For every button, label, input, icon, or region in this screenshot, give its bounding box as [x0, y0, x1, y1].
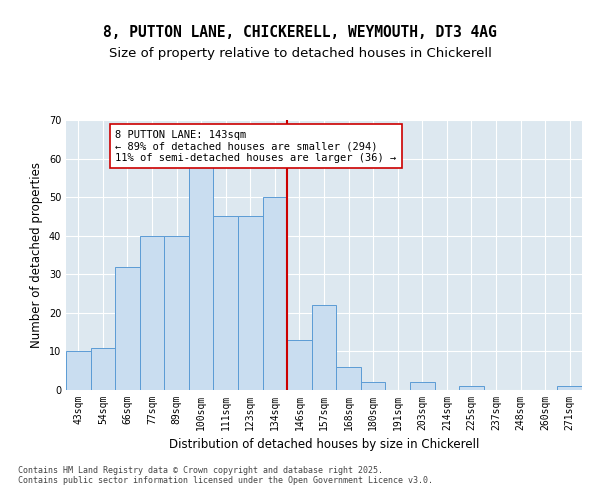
Bar [263, 197, 287, 390]
Bar [287, 340, 312, 390]
X-axis label: Distribution of detached houses by size in Chickerell: Distribution of detached houses by size … [169, 438, 479, 452]
Bar [214, 216, 238, 390]
Bar [115, 266, 140, 390]
Y-axis label: Number of detached properties: Number of detached properties [30, 162, 43, 348]
Bar [336, 367, 361, 390]
Text: Contains HM Land Registry data © Crown copyright and database right 2025.
Contai: Contains HM Land Registry data © Crown c… [18, 466, 433, 485]
Text: Size of property relative to detached houses in Chickerell: Size of property relative to detached ho… [109, 48, 491, 60]
Bar [91, 348, 115, 390]
Bar [140, 236, 164, 390]
Bar [459, 386, 484, 390]
Bar [164, 236, 189, 390]
Bar [557, 386, 582, 390]
Bar [361, 382, 385, 390]
Bar [189, 166, 214, 390]
Bar [410, 382, 434, 390]
Bar [238, 216, 263, 390]
Bar [312, 305, 336, 390]
Text: 8, PUTTON LANE, CHICKERELL, WEYMOUTH, DT3 4AG: 8, PUTTON LANE, CHICKERELL, WEYMOUTH, DT… [103, 25, 497, 40]
Text: 8 PUTTON LANE: 143sqm
← 89% of detached houses are smaller (294)
11% of semi-det: 8 PUTTON LANE: 143sqm ← 89% of detached … [115, 130, 397, 163]
Bar [66, 352, 91, 390]
